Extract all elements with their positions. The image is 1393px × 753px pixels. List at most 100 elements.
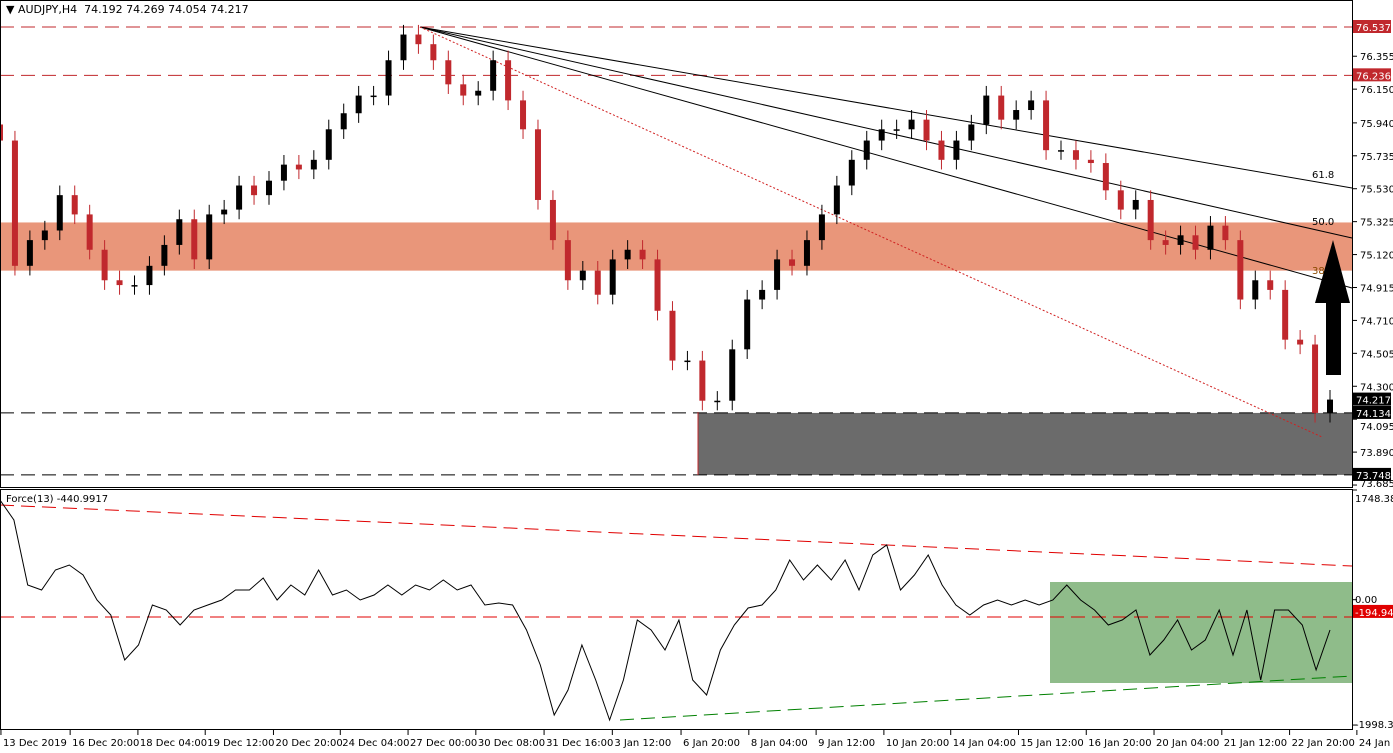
candle-body bbox=[101, 249, 108, 281]
level-badge bbox=[1353, 467, 1391, 481]
candle-body bbox=[1147, 199, 1154, 241]
level-badge-label: 76.537 bbox=[1356, 23, 1391, 34]
x-tick-label: 22 Jan 20:00 bbox=[1292, 738, 1355, 749]
x-tick-label: 20 Dec 20:00 bbox=[275, 738, 342, 749]
support-zone bbox=[698, 412, 1352, 475]
y-tick-label: 75.735 bbox=[1360, 152, 1393, 163]
candle-body bbox=[280, 164, 287, 181]
candle-body bbox=[1222, 225, 1229, 241]
candle-body bbox=[1252, 280, 1259, 300]
force-title: Force(13) -440.9917 bbox=[6, 494, 108, 505]
candle-body bbox=[968, 124, 975, 141]
candle-body bbox=[1117, 190, 1124, 210]
candle-body bbox=[669, 310, 676, 361]
candle-body bbox=[385, 60, 392, 96]
candle-body bbox=[654, 259, 661, 311]
collapse-triangle-icon[interactable]: ▼ bbox=[6, 3, 15, 16]
y-tick-label: 73.685 bbox=[1360, 479, 1393, 490]
candle-body bbox=[609, 259, 616, 295]
candle-body bbox=[26, 240, 33, 266]
force-y-tick-label: 1748.386 bbox=[1355, 494, 1393, 505]
force-index-line bbox=[0, 499, 1331, 722]
force-pane-frame bbox=[0, 489, 1353, 730]
candle-body bbox=[520, 100, 527, 130]
candle-body bbox=[774, 259, 781, 290]
candle-body bbox=[1028, 100, 1035, 111]
candle-body bbox=[1327, 399, 1333, 413]
candle-body bbox=[146, 265, 153, 286]
fib-label-50: 50.0 bbox=[1312, 217, 1334, 228]
candle-body bbox=[116, 280, 123, 286]
candle-body bbox=[310, 159, 317, 170]
candle-body bbox=[41, 230, 48, 241]
candle-body bbox=[355, 95, 362, 114]
candle-body bbox=[803, 240, 810, 266]
price-pane-frame bbox=[0, 0, 1353, 488]
candle-body bbox=[1282, 289, 1289, 340]
x-tick-label: 24 Dec 04:00 bbox=[342, 738, 409, 749]
candle-body bbox=[534, 129, 541, 200]
level-badge bbox=[1353, 392, 1391, 406]
x-tick-label: 31 Dec 16:00 bbox=[546, 738, 613, 749]
symbol-label: AUDJPY,H4 bbox=[17, 3, 78, 16]
candle-body bbox=[1013, 110, 1020, 120]
candle-body bbox=[176, 219, 183, 245]
x-tick-label: 19 Dec 12:00 bbox=[207, 738, 274, 749]
candle-body bbox=[878, 129, 885, 141]
force-lower-trendline bbox=[619, 675, 1353, 721]
candle-body bbox=[1058, 150, 1065, 152]
candle-body bbox=[744, 299, 751, 350]
candle-body bbox=[236, 185, 243, 210]
y-tick-label: 74.300 bbox=[1360, 382, 1393, 393]
x-tick-label: 15 Jan 12:00 bbox=[1020, 738, 1083, 749]
candle-body bbox=[1237, 240, 1244, 300]
candle-body bbox=[938, 140, 945, 160]
fib-fan-50-line bbox=[419, 26, 1353, 239]
candle-body bbox=[624, 249, 631, 260]
candle-body bbox=[684, 360, 691, 363]
candle-body bbox=[1043, 100, 1050, 151]
up-arrow-icon bbox=[1315, 240, 1350, 375]
fib-label-618: 61.8 bbox=[1312, 170, 1334, 181]
fib-label-382: 38.2 bbox=[1312, 266, 1334, 277]
y-tick-label: 75.120 bbox=[1360, 251, 1393, 262]
level-badge-label: 74.134 bbox=[1356, 409, 1391, 420]
candle-body bbox=[594, 270, 601, 295]
candle-body bbox=[1192, 235, 1199, 250]
x-tick-label: 13 Dec 2019 bbox=[3, 738, 67, 749]
x-tick-label: 10 Jan 20:00 bbox=[886, 738, 949, 749]
candle-body bbox=[893, 129, 900, 131]
level-badge-label: 76.236 bbox=[1356, 71, 1391, 82]
candle-body bbox=[953, 140, 960, 160]
candle-body bbox=[460, 84, 467, 96]
y-tick-label: 76.355 bbox=[1360, 52, 1393, 63]
candle-body bbox=[445, 60, 452, 85]
force-y-tick-label: -1998.349 bbox=[1355, 720, 1393, 731]
y-tick-label: 74.095 bbox=[1360, 422, 1393, 433]
candle-body bbox=[833, 185, 840, 215]
level-badge bbox=[1353, 20, 1391, 33]
y-tick-label: 74.915 bbox=[1360, 283, 1393, 294]
candle-body bbox=[0, 124, 3, 141]
chart-header: ▼ AUDJPY,H4 74.192 74.269 74.054 74.217 bbox=[6, 3, 249, 16]
force-level-badge bbox=[1353, 604, 1393, 618]
candle-body bbox=[430, 44, 437, 61]
x-tick-label: 21 Jan 12:00 bbox=[1224, 738, 1287, 749]
ohlc-readout: 74.192 74.269 74.054 74.217 bbox=[84, 3, 249, 16]
y-tick-label: 75.940 bbox=[1360, 119, 1393, 130]
y-tick-label: 74.505 bbox=[1360, 349, 1393, 360]
red-dotted-trendline bbox=[419, 26, 1323, 438]
candle-body bbox=[265, 180, 272, 196]
x-tick-label: 16 Dec 20:00 bbox=[72, 738, 139, 749]
x-tick-label: 14 Jan 04:00 bbox=[953, 738, 1016, 749]
candle-body bbox=[1072, 150, 1079, 160]
candle-body bbox=[400, 34, 407, 61]
candle-body bbox=[505, 60, 512, 101]
x-tick-label: 20 Jan 04:00 bbox=[1156, 738, 1219, 749]
candle-body bbox=[490, 60, 497, 91]
x-tick-label: 18 Dec 04:00 bbox=[140, 738, 207, 749]
force-level-label: -194.941 bbox=[1355, 608, 1393, 619]
force-y-tick-label: 0.00 bbox=[1355, 595, 1377, 606]
